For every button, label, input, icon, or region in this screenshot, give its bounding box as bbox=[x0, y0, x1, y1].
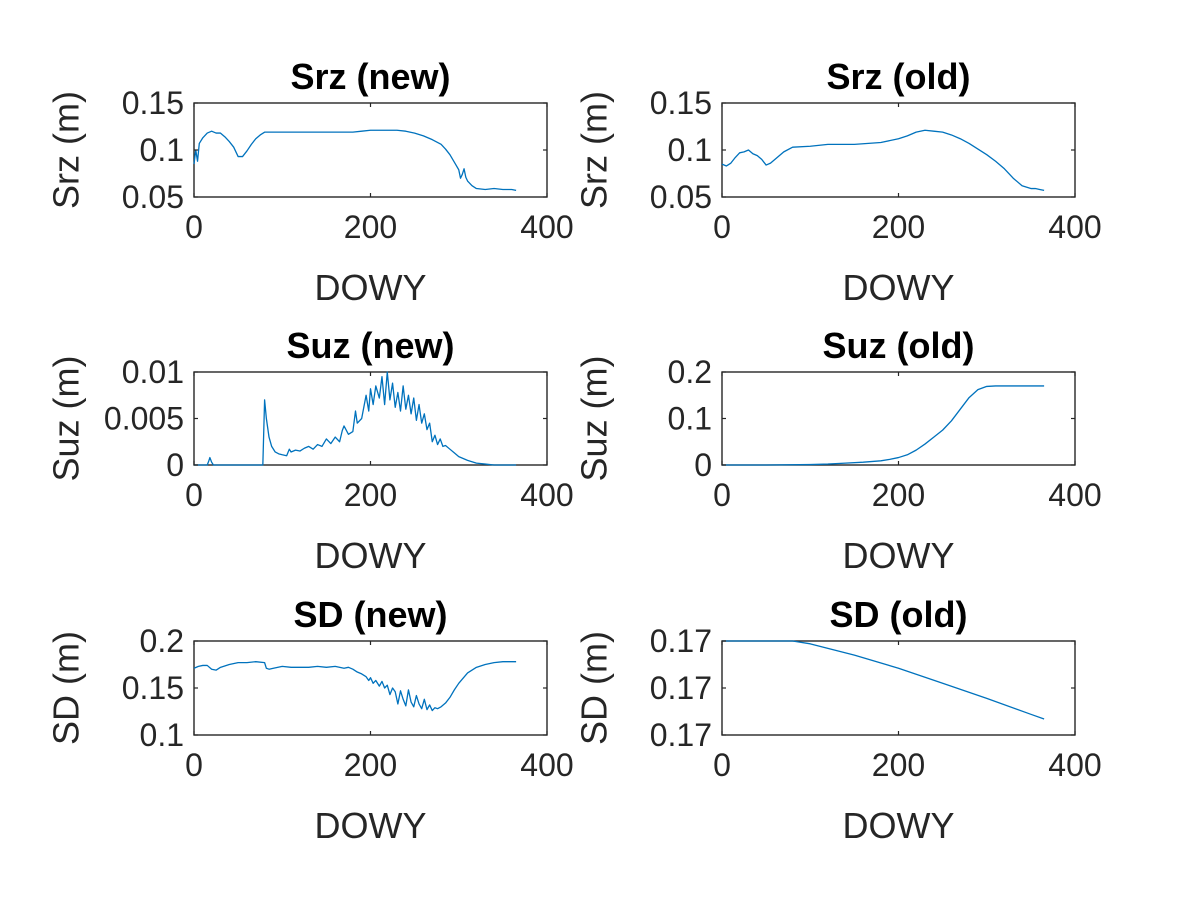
subplot-sd-old-xtick-label: 200 bbox=[872, 747, 925, 783]
subplot-sd-new-ytick-label: 0.2 bbox=[140, 623, 184, 659]
subplot-srz-new-ylabel: Srz (m) bbox=[46, 91, 87, 209]
subplot-srz-old-series-line bbox=[721, 129, 1045, 192]
subplot-sd-old: 0 200 400 0.17 0.17 0.17 SD (old) DOWY SD (m) bbox=[574, 594, 1102, 846]
subplot-srz-new-series-line bbox=[193, 129, 517, 192]
subplot-sd-old-ylabel: SD (m) bbox=[574, 631, 615, 745]
subplot-suz-old-ytick-label: 0 bbox=[694, 447, 712, 483]
subplot-suz-old-xtick-label: 200 bbox=[872, 477, 925, 513]
subplot-sd-old-ytick-label: 0.17 bbox=[650, 717, 712, 753]
subplot-suz-new: 0 200 400 0 0.005 0.01 Suz (new) DOWY Suz (m) bbox=[46, 325, 574, 576]
subplot-suz-new-xtick-label: 200 bbox=[344, 477, 397, 513]
subplot-sd-old-title: SD (old) bbox=[830, 594, 968, 635]
subplot-suz-old-series-line bbox=[722, 385, 1045, 466]
subplot-suz-old-xtick-label: 0 bbox=[713, 477, 731, 513]
subplot-suz-new-xtick-label: 400 bbox=[520, 477, 573, 513]
subplot-srz-old-ytick-label: 0.05 bbox=[650, 179, 712, 215]
subplot-sd-new-ytick-label: 0.1 bbox=[140, 717, 184, 753]
subplot-srz-old-ylabel: Srz (m) bbox=[574, 91, 615, 209]
subplot-sd-new-xtick-label: 200 bbox=[344, 747, 397, 783]
subplot-suz-old-ylabel: Suz (m) bbox=[574, 356, 615, 482]
subplot-sd-new-xlabel: DOWY bbox=[315, 805, 427, 846]
subplot-srz-new-axes-frame bbox=[193, 102, 548, 198]
subplot-suz-old-xlabel: DOWY bbox=[843, 535, 955, 576]
subplot-srz-old-axes-frame bbox=[721, 102, 1076, 198]
subplot-srz-new-xtick-label: 200 bbox=[344, 209, 397, 245]
subplot-sd-old-xtick-label: 400 bbox=[1048, 747, 1101, 783]
subplot-suz-new-ytick-label: 0.01 bbox=[122, 354, 184, 390]
subplot-suz-new-ytick-label: 0.005 bbox=[104, 401, 184, 437]
subplot-sd-new-title: SD (new) bbox=[293, 594, 447, 635]
subplot-suz-new-xlabel: DOWY bbox=[315, 535, 427, 576]
subplot-srz-new-ytick-label: 0.15 bbox=[122, 85, 184, 121]
subplot-srz-new: 0 200 400 0.05 0.1 0.15 Srz (new) DOWY Srz (m) bbox=[46, 56, 574, 308]
subplot-suz-new-ylabel: Suz (m) bbox=[46, 356, 87, 482]
subplot-suz-new-axes-frame bbox=[193, 371, 548, 466]
subplot-sd-new-axes-frame bbox=[193, 640, 548, 736]
subplot-suz-new-title: Suz (new) bbox=[287, 325, 455, 366]
subplot-srz-old-title: Srz (old) bbox=[827, 56, 971, 97]
subplot-sd-new-series-line bbox=[193, 661, 517, 712]
subplot-srz-old-xtick-label: 0 bbox=[713, 209, 731, 245]
subplot-srz-old-xtick-label: 400 bbox=[1048, 209, 1101, 245]
subplot-srz-new-xtick-label: 400 bbox=[520, 209, 573, 245]
subplot-sd-new: 0 200 400 0.1 0.15 0.2 SD (new) DOWY SD (m) bbox=[46, 594, 574, 846]
subplot-srz-new-xlabel: DOWY bbox=[315, 267, 427, 308]
subplot-srz-new-ytick-label: 0.1 bbox=[140, 132, 184, 168]
subplot-suz-old-ytick-label: 0.2 bbox=[668, 354, 712, 390]
subplot-suz-old-title: Suz (old) bbox=[823, 325, 975, 366]
subplot-srz-new-title: Srz (new) bbox=[290, 56, 450, 97]
subplot-srz-old-xtick-label: 200 bbox=[872, 209, 925, 245]
subplot-srz-old-xlabel: DOWY bbox=[843, 267, 955, 308]
subplot-sd-old-xtick-label: 0 bbox=[713, 747, 731, 783]
subplot-srz-old-ytick-label: 0.15 bbox=[650, 85, 712, 121]
subplot-srz-new-ytick-label: 0.05 bbox=[122, 179, 184, 215]
subplot-sd-new-xtick-label: 0 bbox=[185, 747, 203, 783]
subplot-sd-old-ytick-label: 0.17 bbox=[650, 623, 712, 659]
subplot-suz-old-xtick-label: 400 bbox=[1048, 477, 1101, 513]
subplot-suz-new-ytick-label: 0 bbox=[166, 447, 184, 483]
subplot-sd-old-ytick-label: 0.17 bbox=[650, 670, 712, 706]
subplot-srz-new-xtick-label: 0 bbox=[185, 209, 203, 245]
subplot-grid: 0 200 400 0.05 0.1 0.15 Srz (new) DOWY Srz (m) 0 2… bbox=[46, 56, 1102, 846]
subplot-sd-new-ytick-label: 0.15 bbox=[122, 670, 184, 706]
subplot-sd-old-axes-frame bbox=[721, 640, 1076, 736]
subplot-sd-new-ylabel: SD (m) bbox=[46, 631, 87, 745]
subplot-suz-new-series-line bbox=[194, 371, 517, 466]
subplot-srz-old-ytick-label: 0.1 bbox=[668, 132, 712, 168]
subplot-suz-old-ytick-label: 0.1 bbox=[668, 401, 712, 437]
subplot-suz-old: 0 200 400 0 0.1 0.2 Suz (old) DOWY Suz (m) bbox=[574, 325, 1102, 576]
subplot-sd-new-xtick-label: 400 bbox=[520, 747, 573, 783]
subplot-sd-old-xlabel: DOWY bbox=[843, 805, 955, 846]
subplot-suz-new-xtick-label: 0 bbox=[185, 477, 203, 513]
subplot-sd-old-series-line bbox=[722, 640, 1045, 720]
subplot-srz-old: 0 200 400 0.05 0.1 0.15 Srz (old) DOWY Srz (m) bbox=[574, 56, 1102, 308]
